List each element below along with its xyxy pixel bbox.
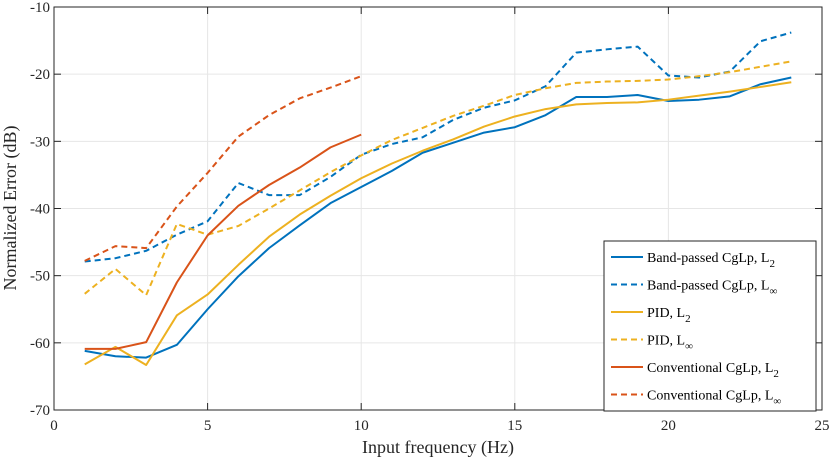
x-tick-label: 25 xyxy=(815,418,830,434)
legend-label-4: PID, L∞ xyxy=(647,334,693,353)
legend-box xyxy=(603,240,817,412)
x-tick-label: 0 xyxy=(50,418,58,434)
y-tick-label: -40 xyxy=(30,202,50,218)
legend-label-1: Band-passed CgLp, L2 xyxy=(647,251,775,270)
y-tick-label: -10 xyxy=(30,0,50,16)
legend-label-3: PID, L2 xyxy=(647,306,691,325)
axes: 0 5 10 15 20 25 -70 -60 -50 -40 -30 -20 -10 xyxy=(30,0,830,434)
series-line-6 xyxy=(84,75,362,262)
y-tick-label: -50 xyxy=(30,269,50,285)
series-line-3 xyxy=(84,81,792,366)
series-line-2 xyxy=(84,31,792,263)
series-group xyxy=(84,31,792,366)
legend-label-2: Band-passed CgLp, L∞ xyxy=(647,279,777,298)
y-tick-label: -70 xyxy=(30,403,50,419)
x-tick-label: 15 xyxy=(507,418,522,434)
y-tick-label: -30 xyxy=(30,134,50,150)
x-tick-label: 5 xyxy=(204,418,212,434)
legend: Band-passed CgLp, L2 Band-passed CgLp, L∞… xyxy=(603,240,817,412)
x-tick-label: 20 xyxy=(661,418,676,434)
legend-label-6: Conventional CgLp, L∞ xyxy=(647,389,781,408)
x-axis-label: Input frequency (Hz) xyxy=(362,437,514,458)
series-line-4 xyxy=(84,60,792,297)
x-tick-label: 10 xyxy=(354,418,369,434)
series-line-1 xyxy=(84,76,792,359)
y-axis-label: Normalized Error (dB) xyxy=(0,126,21,291)
y-tick-label: -60 xyxy=(30,336,50,352)
series-line-5 xyxy=(84,133,362,350)
y-tick-label: -20 xyxy=(30,67,50,83)
legend-label-5: Conventional CgLp, L2 xyxy=(647,361,779,380)
